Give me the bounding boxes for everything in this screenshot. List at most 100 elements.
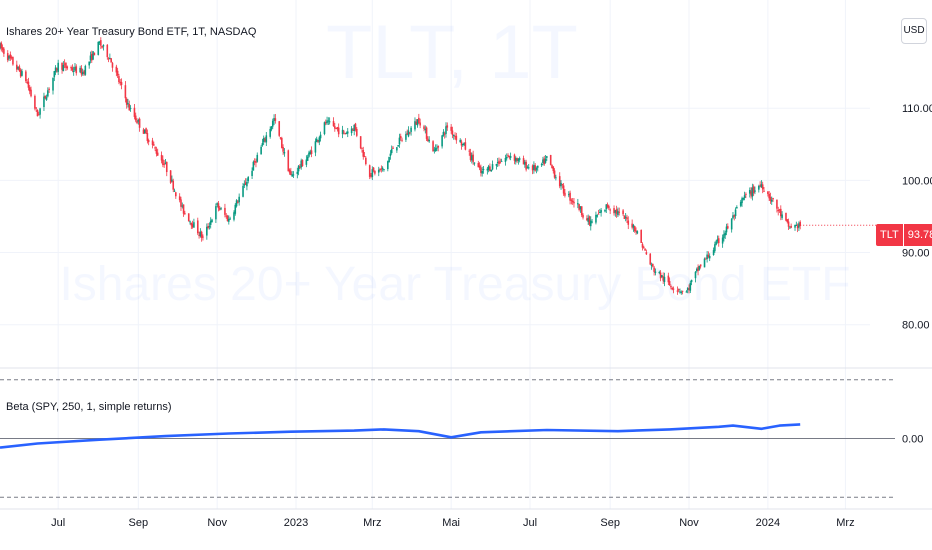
candle[interactable] <box>763 190 765 192</box>
candle[interactable] <box>751 187 754 197</box>
candle[interactable] <box>686 288 689 291</box>
candle[interactable] <box>723 234 725 239</box>
candle[interactable] <box>190 222 193 226</box>
candle[interactable] <box>578 204 580 210</box>
candle[interactable] <box>138 118 141 128</box>
candle[interactable] <box>606 204 609 208</box>
candle[interactable] <box>500 160 503 162</box>
candle[interactable] <box>661 275 663 278</box>
candle[interactable] <box>533 164 535 170</box>
candle[interactable] <box>377 169 380 173</box>
candle[interactable] <box>536 165 539 168</box>
candle[interactable] <box>57 62 59 72</box>
candle[interactable] <box>587 217 589 222</box>
candle[interactable] <box>238 196 240 203</box>
candle[interactable] <box>301 159 304 167</box>
candle[interactable] <box>52 77 54 91</box>
candle[interactable] <box>25 71 27 82</box>
candle[interactable] <box>111 62 114 68</box>
candle[interactable] <box>727 226 729 229</box>
candle[interactable] <box>798 223 800 228</box>
candle[interactable] <box>770 199 773 202</box>
candle[interactable] <box>644 248 646 251</box>
candle[interactable] <box>345 133 348 135</box>
candle[interactable] <box>636 231 639 234</box>
candle[interactable] <box>564 192 566 196</box>
candle[interactable] <box>623 215 626 220</box>
candle[interactable] <box>341 129 344 135</box>
candle[interactable] <box>247 177 250 182</box>
candle[interactable] <box>752 186 755 194</box>
candle[interactable] <box>441 135 443 147</box>
candle[interactable] <box>163 163 165 165</box>
candle[interactable] <box>714 244 716 251</box>
candle[interactable] <box>776 199 778 209</box>
candle[interactable] <box>137 120 140 122</box>
candle[interactable] <box>251 170 253 177</box>
candle[interactable] <box>561 184 564 186</box>
candle[interactable] <box>676 290 679 292</box>
candle[interactable] <box>468 150 471 152</box>
candle[interactable] <box>324 122 327 124</box>
candle[interactable] <box>632 225 635 228</box>
candle[interactable] <box>633 226 636 232</box>
candle[interactable] <box>18 66 21 72</box>
candle[interactable] <box>716 239 719 242</box>
candle[interactable] <box>371 169 374 177</box>
currency-button[interactable]: USD <box>901 18 927 44</box>
candle[interactable] <box>224 207 226 215</box>
candle[interactable] <box>627 220 630 225</box>
candle[interactable] <box>514 158 517 162</box>
candle[interactable] <box>246 181 248 187</box>
candle[interactable] <box>380 168 383 170</box>
candle[interactable] <box>153 144 155 146</box>
candle[interactable] <box>432 141 434 152</box>
candle[interactable] <box>296 171 299 174</box>
candle[interactable] <box>265 135 268 143</box>
candle[interactable] <box>769 197 772 201</box>
candle[interactable] <box>124 85 127 99</box>
candle[interactable] <box>745 193 747 195</box>
candle[interactable] <box>408 132 411 134</box>
candle[interactable] <box>608 206 610 209</box>
candle[interactable] <box>19 69 22 77</box>
candle[interactable] <box>695 268 698 272</box>
candle[interactable] <box>8 55 10 59</box>
candle[interactable] <box>708 256 711 259</box>
candle[interactable] <box>734 209 737 217</box>
candle[interactable] <box>703 258 706 268</box>
candle[interactable] <box>79 67 81 73</box>
candle[interactable] <box>451 130 454 136</box>
candle[interactable] <box>164 162 167 164</box>
candle[interactable] <box>424 128 427 130</box>
candle[interactable] <box>155 149 158 154</box>
candle[interactable] <box>442 131 445 136</box>
candle[interactable] <box>742 197 745 200</box>
candle[interactable] <box>490 169 493 172</box>
candle[interactable] <box>208 226 211 228</box>
candle[interactable] <box>689 282 692 291</box>
candle[interactable] <box>379 168 381 171</box>
candle[interactable] <box>477 163 480 168</box>
candle[interactable] <box>178 196 181 201</box>
candle[interactable] <box>318 137 321 143</box>
candle[interactable] <box>518 158 521 160</box>
candle[interactable] <box>92 51 94 60</box>
candle[interactable] <box>180 199 182 207</box>
candle[interactable] <box>504 157 507 162</box>
candle[interactable] <box>785 212 787 221</box>
candle[interactable] <box>789 227 791 229</box>
candle[interactable] <box>419 122 421 126</box>
candle[interactable] <box>88 61 90 66</box>
candle[interactable] <box>580 206 583 216</box>
candle[interactable] <box>498 160 500 165</box>
candle[interactable] <box>758 185 760 190</box>
candle[interactable] <box>551 164 553 168</box>
candle[interactable] <box>642 246 645 248</box>
candle[interactable] <box>392 147 394 149</box>
candle[interactable] <box>513 154 516 161</box>
candle[interactable] <box>509 156 512 158</box>
candle[interactable] <box>495 164 498 166</box>
candle[interactable] <box>609 209 611 211</box>
